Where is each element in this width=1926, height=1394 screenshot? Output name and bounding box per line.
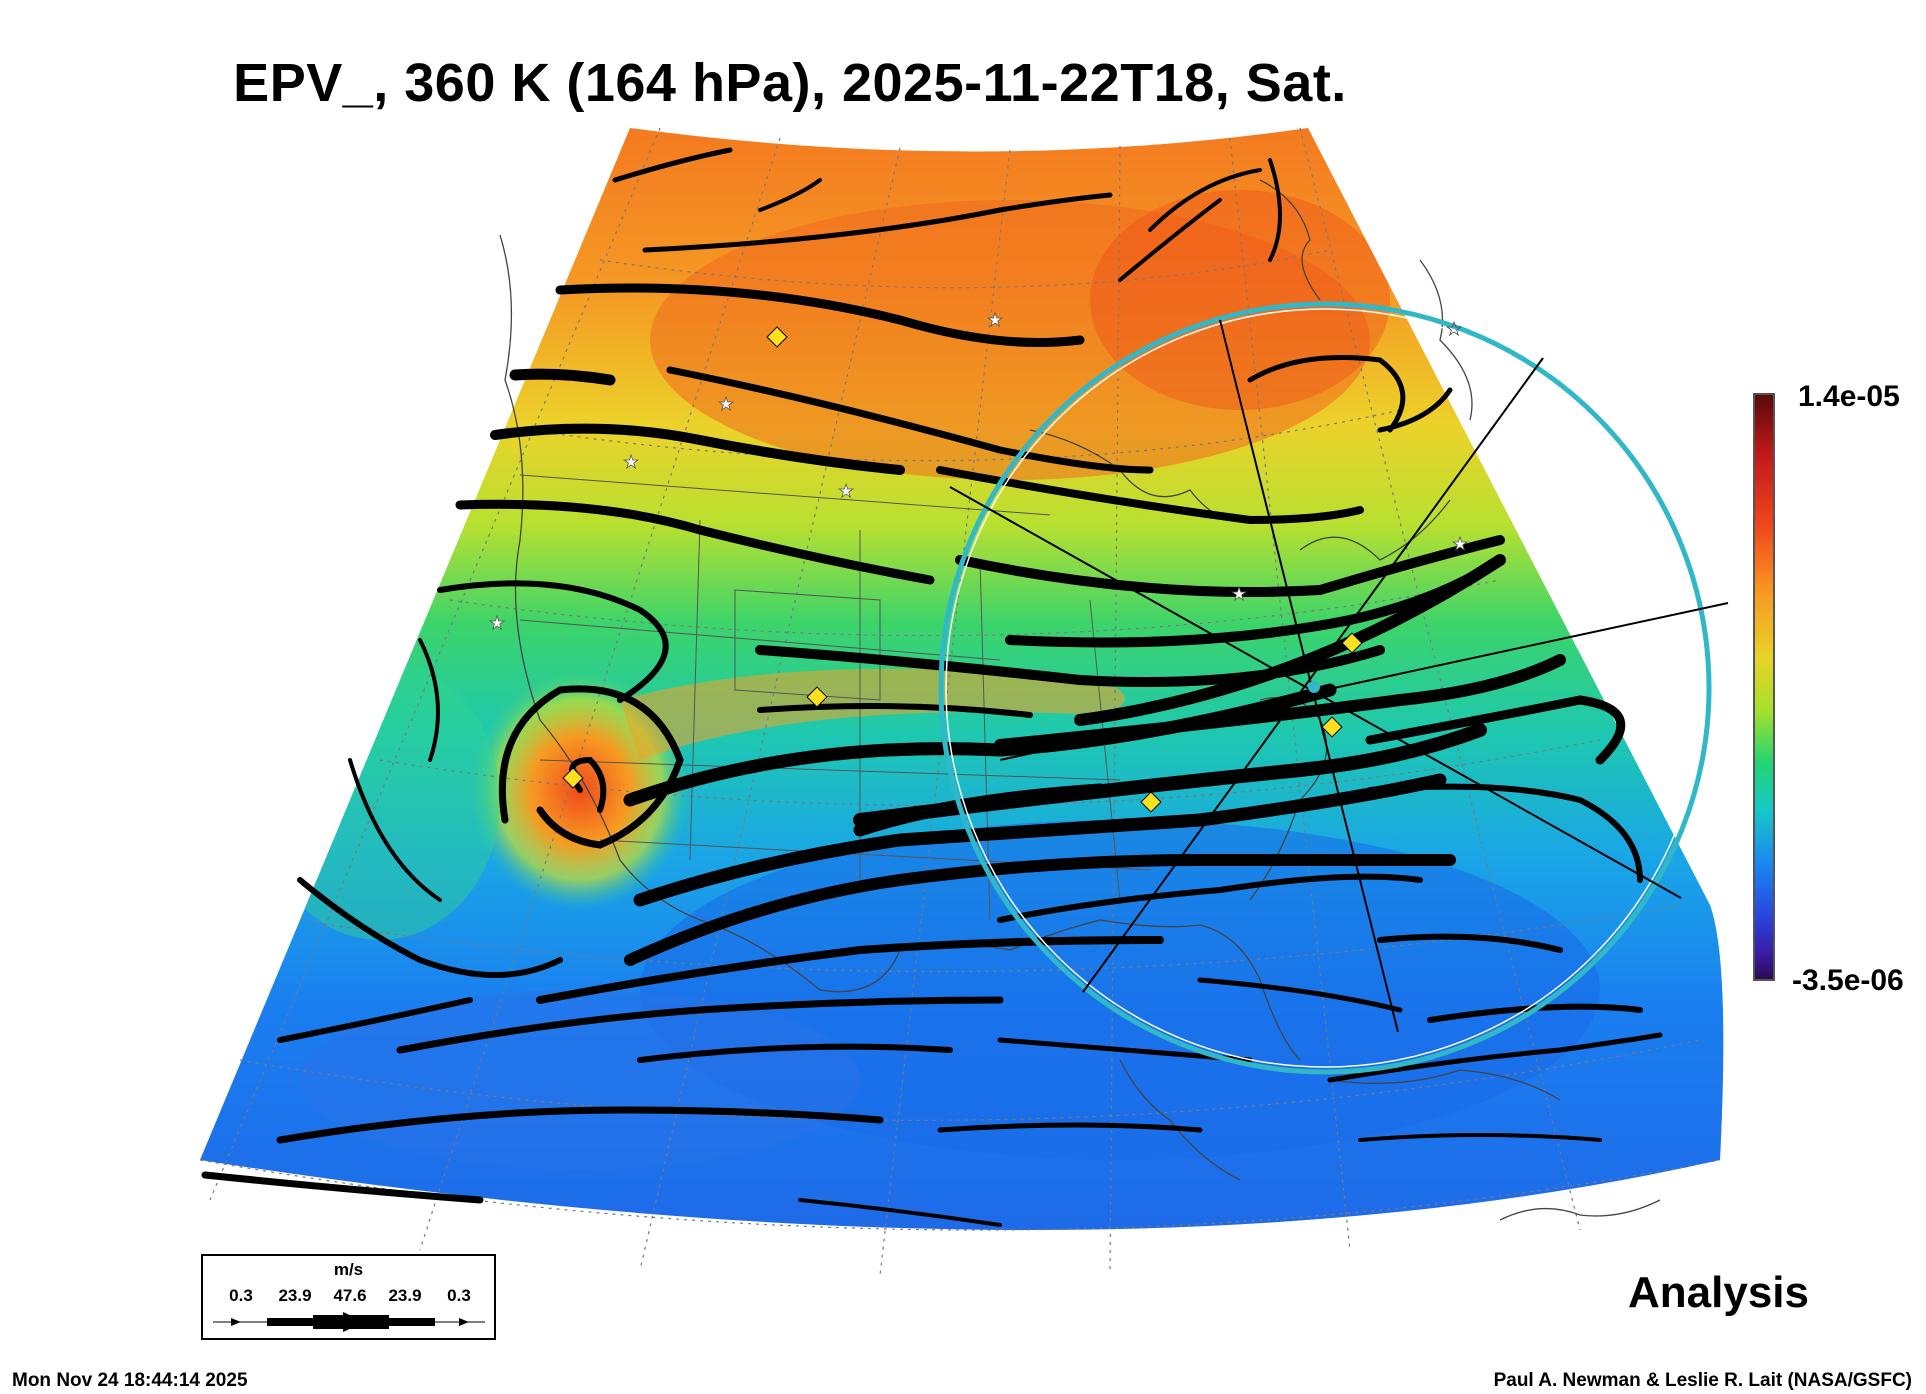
streamline (1367, 783, 1643, 883)
streamline (455, 499, 935, 585)
streamline (1427, 1003, 1643, 1023)
streamline (201, 1171, 484, 1204)
diamond-marker (806, 686, 828, 708)
star-marker: ★ (623, 452, 639, 473)
streamline (1268, 158, 1282, 262)
legend-arrow-scale (213, 1312, 485, 1332)
streamline (1074, 554, 1506, 726)
streamline (348, 758, 442, 902)
streamline (490, 423, 905, 475)
cross-section-line (1219, 319, 1399, 1033)
diamond-marker (1321, 716, 1343, 738)
streamline (1327, 1032, 1663, 1083)
streamline (1148, 168, 1262, 232)
star-markers: ★ ★ ★ ★ ★ ★ ★ ★ (489, 310, 1469, 635)
range-ring (938, 301, 1712, 1075)
cross-section-overlay (938, 301, 1729, 1075)
streamline (936, 466, 1364, 525)
streamline (798, 1198, 1002, 1227)
streamline (437, 580, 669, 703)
cross-section-line (1082, 357, 1544, 993)
streamline (955, 535, 1505, 597)
colorbar-max-label: 1.4e-05 (1798, 380, 1900, 413)
streamline (623, 683, 1337, 807)
streamline (1365, 695, 1626, 765)
streamline (612, 147, 733, 183)
streamline (757, 703, 1033, 718)
streamline (758, 178, 822, 212)
colorbar (1753, 393, 1775, 981)
analysis-label: Analysis (1628, 1268, 1809, 1317)
star-marker: ★ (1446, 319, 1462, 340)
streamline (498, 685, 684, 849)
author-credit: Paul A. Newman & Leslie R. Lait (NASA/GS… (1493, 1370, 1912, 1391)
streamline (555, 283, 1085, 347)
colorbar-min-label: -3.5e-06 (1792, 964, 1904, 997)
streamline (276, 1106, 884, 1144)
streamline (1377, 933, 1563, 953)
star-marker: ★ (1452, 534, 1468, 555)
legend-value: 47.6 (333, 1286, 367, 1305)
streamline (1118, 198, 1222, 282)
legend-value: 0.3 (447, 1286, 471, 1305)
streamline (666, 366, 1154, 474)
star-marker: ★ (718, 394, 734, 415)
legend-unit: m/s (333, 1260, 364, 1279)
streamline (637, 1043, 953, 1063)
streamline (633, 773, 1447, 907)
streamline (509, 368, 616, 386)
star-marker: ★ (838, 481, 854, 502)
streamline (642, 192, 1113, 253)
star-marker: ★ (489, 613, 505, 634)
center-marker (1308, 681, 1320, 693)
legend-value: 23.9 (388, 1286, 422, 1305)
streamline (1247, 355, 1406, 433)
diamond-marker (562, 767, 584, 789)
diamond-marker (1140, 791, 1162, 813)
streamline (277, 997, 473, 1043)
streamline (937, 1122, 1203, 1133)
streamline (536, 936, 1164, 1004)
map-title: EPV_, 360 K (164 hPa), 2025-11-22T18, Sa… (233, 53, 1347, 113)
wind-speed-legend: m/s 0.3 23.9 47.6 23.9 0.3 (201, 1254, 496, 1340)
epv-field (200, 128, 1724, 1230)
legend-value: 0.3 (229, 1286, 253, 1305)
diamond-markers (562, 326, 1363, 813)
cross-section-line (999, 602, 1729, 761)
streamline (1358, 1133, 1602, 1142)
streamlines (201, 147, 1663, 1227)
star-marker: ★ (987, 310, 1003, 331)
streamline (1197, 977, 1403, 1013)
streamline (1377, 387, 1453, 433)
diamond-marker (1341, 632, 1363, 654)
streamline (624, 854, 1456, 966)
legend-value: 23.9 (278, 1286, 312, 1305)
diamond-marker (766, 326, 788, 348)
streamline (418, 638, 440, 762)
star-marker: ★ (1231, 584, 1247, 605)
streamline (297, 877, 563, 978)
streamline (997, 873, 1423, 923)
generated-timestamp: Mon Nov 24 18:44:14 2025 (12, 1370, 248, 1391)
streamline (396, 996, 1004, 1054)
